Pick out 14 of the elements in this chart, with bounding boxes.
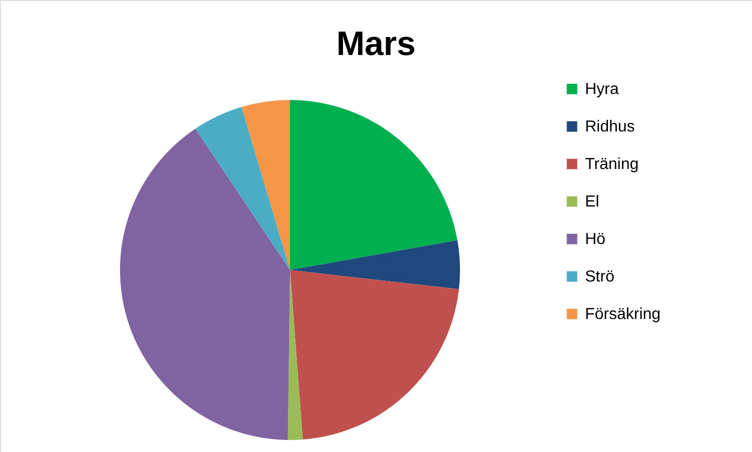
pie-slice	[120, 128, 290, 440]
legend-label: Ridhus	[585, 118, 635, 136]
pie-slice	[290, 240, 460, 290]
legend-label: Strö	[585, 268, 614, 286]
legend-label: Träning	[585, 156, 639, 173]
pie-slice	[290, 270, 459, 440]
pie-slice	[195, 107, 290, 270]
legend-label: Hö	[585, 231, 606, 248]
legend-label: El	[585, 194, 600, 210]
pie-slice	[242, 100, 290, 270]
legend-label: Försäkring	[585, 306, 661, 323]
legend-label: Hyra	[585, 81, 619, 98]
pie-slice	[290, 100, 458, 270]
chart-title: Mars	[336, 25, 416, 63]
